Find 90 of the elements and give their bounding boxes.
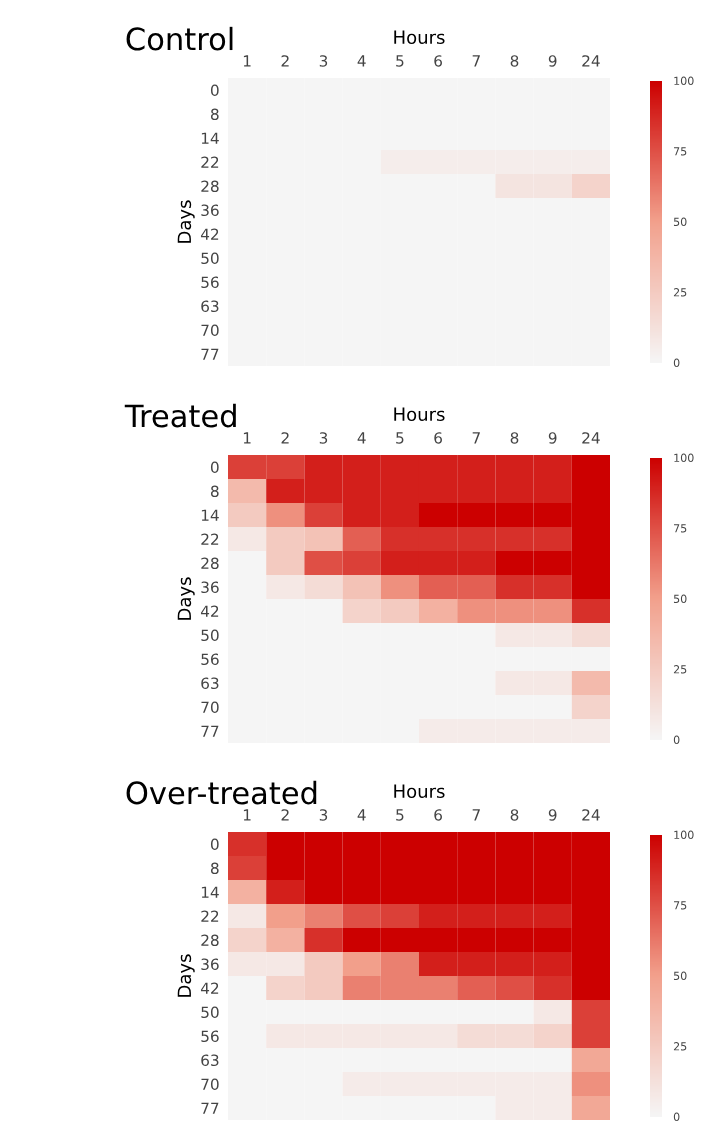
y-tick-label: 36 [201, 204, 219, 217]
x-tick-label: 8 [510, 432, 519, 444]
color-bar-label: 25 [673, 665, 687, 674]
x-tick-label: 8 [510, 809, 519, 821]
color-bar-label: 0 [673, 358, 680, 368]
x-tick-label: 2 [281, 55, 289, 67]
x-tick-label: 5 [396, 809, 404, 821]
x-tick-label: 4 [357, 432, 366, 444]
y-tick-label: 50 [201, 629, 219, 642]
y-tick-label: 8 [210, 108, 219, 121]
x-tick-label: 7 [472, 55, 480, 67]
x-tick-label: 2 [281, 809, 289, 821]
y-tick-label: 0 [210, 461, 219, 474]
color-bar-label: 50 [673, 594, 687, 604]
y-tick-label: 42 [200, 605, 219, 617]
y-tick-label: 28 [201, 934, 219, 947]
x-tick-label: 9 [548, 55, 557, 67]
y-tick-label: 36 [201, 958, 219, 971]
color-bar-label: 75 [674, 147, 687, 156]
y-tick-label: 70 [201, 701, 219, 714]
y-tick-label: 77 [201, 725, 219, 737]
x-tick-label: 3 [319, 432, 328, 444]
y-tick-label: 14 [201, 132, 219, 144]
chart-title: Treated [124, 403, 236, 428]
color-bar-label: 0 [673, 1112, 680, 1122]
y-tick-label: 50 [201, 1006, 219, 1019]
chart-title: Over-treated [126, 780, 317, 805]
x-tick-label: 5 [396, 432, 404, 444]
y-tick-label: 77 [201, 1102, 219, 1114]
x-tick-label: 3 [319, 809, 328, 821]
color-bar-label: 50 [673, 971, 687, 981]
color-bar-label: 50 [673, 217, 687, 227]
y-tick-label: 22 [201, 910, 219, 922]
x-tick-label: 24 [582, 809, 600, 821]
y-tick-label: 36 [201, 581, 219, 594]
y-tick-label: 28 [201, 180, 219, 193]
y-tick-label: 14 [201, 509, 219, 521]
x-tick-label: 1 [243, 809, 251, 821]
x-tick-label: 9 [548, 809, 557, 821]
x-tick-label: 2 [281, 432, 289, 444]
y-tick-label: 56 [201, 276, 219, 289]
x-axis-title: Hours [394, 30, 445, 45]
y-tick-label: 77 [201, 348, 219, 360]
x-tick-label: 4 [357, 55, 366, 67]
color-bar-label: 100 [674, 76, 694, 86]
y-tick-label: 14 [201, 886, 219, 898]
x-tick-label: 6 [434, 432, 442, 444]
y-tick-label: 22 [201, 533, 219, 545]
color-bar-label: 75 [674, 901, 687, 910]
color-bar-label: 0 [673, 735, 680, 745]
y-tick-label: 56 [201, 653, 219, 666]
y-axis-title: Days [177, 200, 195, 243]
x-tick-label: 24 [582, 432, 600, 444]
x-tick-label: 4 [357, 809, 366, 821]
chart-title: Control [126, 26, 233, 51]
y-tick-label: 28 [201, 557, 219, 570]
y-axis-title: Days [177, 577, 195, 620]
color-bar-label: 100 [674, 830, 694, 840]
y-tick-label: 50 [201, 252, 219, 265]
y-tick-label: 63 [201, 300, 219, 313]
x-tick-label: 6 [434, 55, 442, 67]
color-bar-label: 25 [673, 288, 687, 297]
color-bar-label: 100 [674, 453, 694, 463]
x-tick-label: 6 [434, 809, 442, 821]
y-tick-label: 63 [201, 1054, 219, 1067]
x-tick-label: 1 [243, 432, 251, 444]
x-axis-title: Hours [394, 784, 445, 799]
color-bar-label: 75 [674, 524, 687, 533]
x-tick-label: 24 [582, 55, 600, 67]
y-tick-label: 0 [210, 84, 219, 97]
y-axis-title: Days [177, 954, 195, 997]
x-tick-label: 9 [548, 432, 557, 444]
y-tick-label: 70 [201, 324, 219, 337]
x-tick-label: 1 [243, 55, 251, 67]
y-tick-label: 70 [201, 1078, 219, 1091]
x-tick-label: 7 [472, 809, 480, 821]
x-tick-label: 7 [472, 432, 480, 444]
y-tick-label: 8 [210, 862, 219, 875]
y-tick-label: 42 [200, 228, 219, 240]
y-tick-label: 22 [201, 156, 219, 168]
y-tick-label: 56 [201, 1030, 219, 1043]
y-tick-label: 63 [201, 677, 219, 690]
x-tick-label: 8 [510, 55, 519, 67]
color-bar-label: 25 [673, 1042, 687, 1051]
x-tick-label: 3 [319, 55, 328, 67]
y-tick-label: 0 [210, 838, 219, 851]
y-tick-label: 42 [200, 982, 219, 994]
y-tick-label: 8 [210, 485, 219, 498]
x-tick-label: 5 [396, 55, 404, 67]
x-axis-title: Hours [394, 407, 445, 422]
